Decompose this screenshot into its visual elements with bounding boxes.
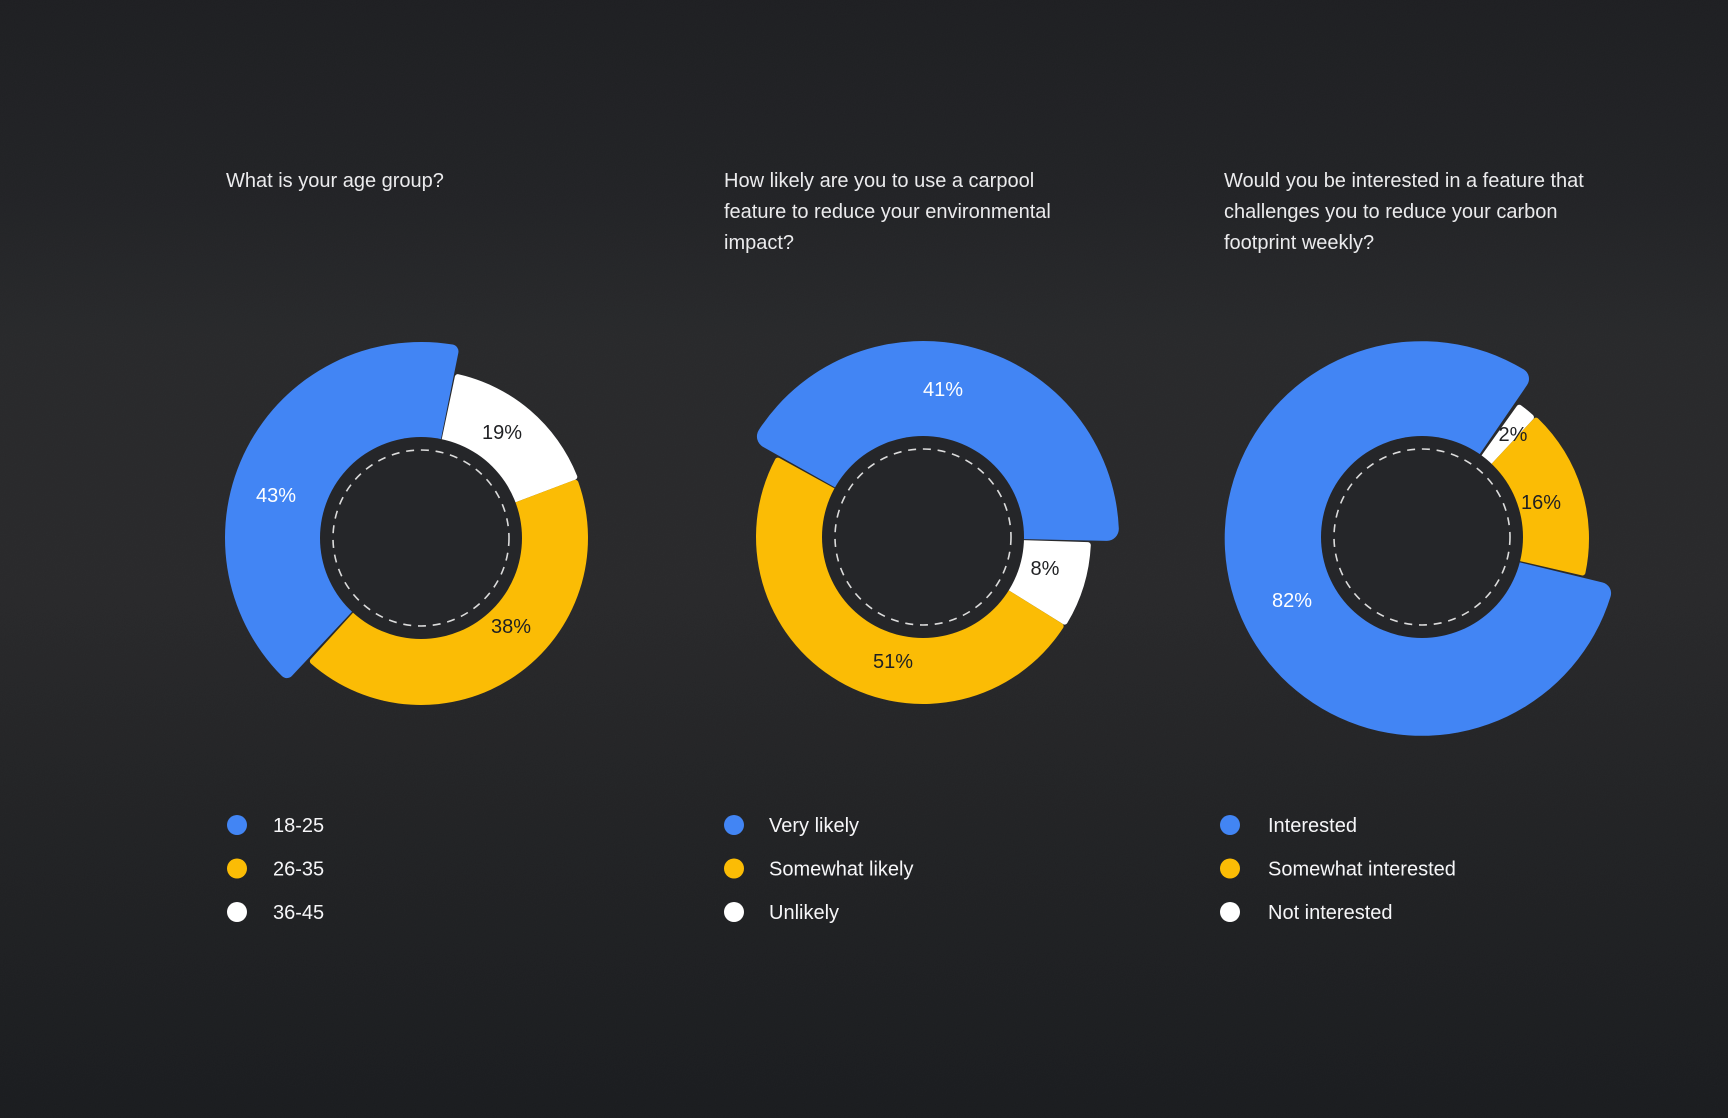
svg-text:Would you be interested in a f: Would you be interested in a feature tha… (1224, 170, 1584, 192)
svg-text:38%: 38% (491, 616, 531, 638)
svg-text:Interested: Interested (1268, 815, 1357, 837)
svg-text:Very likely: Very likely (769, 815, 859, 837)
svg-text:43%: 43% (256, 485, 296, 507)
svg-text:Somewhat interested: Somewhat interested (1268, 859, 1456, 881)
svg-text:Not interested: Not interested (1268, 902, 1393, 924)
svg-text:What is your age group?: What is your age group? (226, 170, 444, 192)
svg-text:36-45: 36-45 (273, 902, 324, 924)
svg-text:feature to reduce your environ: feature to reduce your environmental (724, 201, 1051, 223)
svg-text:82%: 82% (1272, 590, 1312, 612)
svg-text:footprint weekly?: footprint weekly? (1224, 232, 1374, 254)
svg-text:19%: 19% (482, 422, 522, 444)
svg-text:26-35: 26-35 (273, 859, 324, 881)
svg-text:How likely are you to use a ca: How likely are you to use a carpool (724, 170, 1034, 192)
svg-text:impact?: impact? (724, 232, 794, 254)
svg-text:2%: 2% (1499, 424, 1528, 446)
svg-text:51%: 51% (873, 651, 913, 673)
svg-text:Unlikely: Unlikely (769, 902, 839, 924)
svg-text:challenges you to reduce your: challenges you to reduce your carbon (1224, 201, 1558, 223)
svg-text:Somewhat likely: Somewhat likely (769, 859, 914, 881)
svg-text:41%: 41% (923, 379, 963, 401)
svg-text:18-25: 18-25 (273, 815, 324, 837)
svg-text:16%: 16% (1521, 492, 1561, 514)
svg-text:8%: 8% (1031, 558, 1060, 580)
